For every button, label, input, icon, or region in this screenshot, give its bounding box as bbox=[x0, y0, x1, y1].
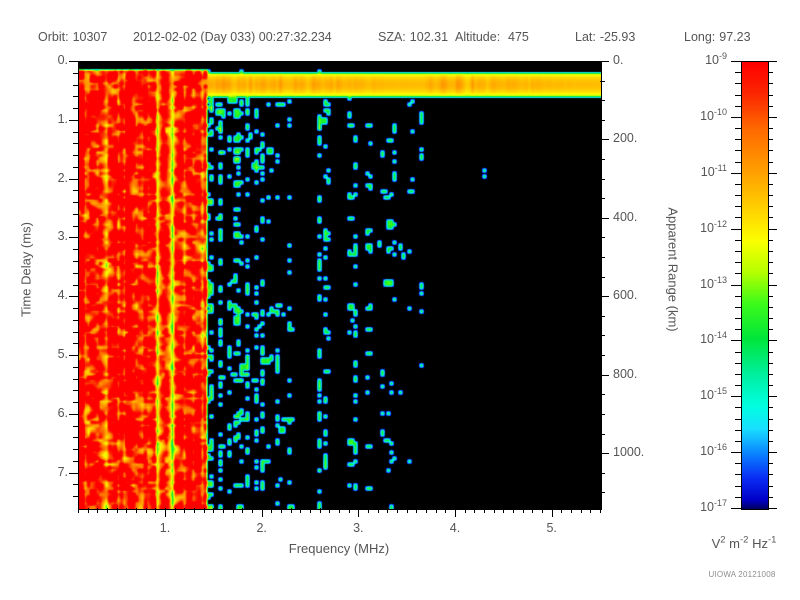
header-field-value-4: -25.93 bbox=[599, 30, 636, 44]
colorbar-tick-label-6: 10-15 bbox=[700, 385, 727, 402]
y-right-tick-label-2: 400. bbox=[613, 209, 638, 224]
header-field-label-4: Lat: bbox=[575, 30, 596, 44]
colorbar-tick-label-2: 10-11 bbox=[700, 162, 727, 179]
y-tick-label-2: 2. bbox=[57, 170, 68, 185]
y-axis-title-right: Apparent Range (km) bbox=[665, 207, 681, 332]
header-field-2: SZA: 102.31 bbox=[378, 30, 448, 44]
y-tick-label-5: 5. bbox=[57, 347, 68, 362]
header-field-label-2: SZA: bbox=[378, 30, 406, 44]
header-field-1: 2012-02-02 (Day 033) 00:27:32.234 bbox=[133, 30, 332, 44]
header-field-4: Lat: -25.93 bbox=[575, 30, 635, 44]
x-tick-label-4: 5. bbox=[546, 521, 557, 535]
header-field-value-3: 475 bbox=[508, 30, 529, 44]
colorbar-gradient bbox=[742, 62, 768, 509]
header-field-0: Orbit: 10307 bbox=[38, 30, 107, 44]
header-field-label-3: Altitude: bbox=[455, 30, 501, 44]
header-info-bar: Orbit: 10307 2012-02-02 (Day 033) 00:27:32… bbox=[0, 30, 800, 48]
y-right-tick-label-0: 0. bbox=[613, 53, 624, 67]
y-right-tick-label-5: 1000. bbox=[613, 445, 645, 460]
y-tick-label-0: 0. bbox=[57, 53, 68, 67]
y-right-tick-label-3: 600. bbox=[613, 288, 638, 303]
y-right-tick-label-4: 800. bbox=[613, 366, 638, 381]
ionogram-heatmap bbox=[79, 62, 601, 509]
colorbar-tick-label-3: 10-12 bbox=[700, 218, 727, 235]
colorbar-unit-label: V2 m-2 Hz-1 bbox=[711, 534, 777, 551]
colorbar-tick-label-5: 10-14 bbox=[700, 329, 727, 346]
x-axis-title: Frequency (MHz) bbox=[288, 541, 390, 556]
header-field-3: Altitude: 475 bbox=[455, 30, 529, 44]
y-tick-label-1: 1. bbox=[57, 111, 68, 126]
header-field-value-2: 102.31 bbox=[409, 30, 449, 44]
colorbar-tick-label-1: 10-10 bbox=[700, 106, 727, 123]
y-tick-label-4: 4. bbox=[57, 288, 68, 303]
y-tick-label-6: 6. bbox=[57, 405, 68, 420]
colorbar-tick-label-7: 10-16 bbox=[700, 441, 727, 458]
credit-text: UIOWA 20121008 bbox=[708, 570, 776, 579]
colorbar-tick-label-4: 10-13 bbox=[700, 274, 727, 291]
header-field-value-0: 10307 bbox=[72, 30, 108, 44]
x-tick-label-3: 4. bbox=[449, 521, 461, 535]
colorbar bbox=[741, 61, 769, 510]
x-tick-label-2: 3. bbox=[353, 521, 364, 535]
header-field-label-5: Long: bbox=[684, 30, 716, 44]
header-field-label-0: Orbit: bbox=[38, 30, 69, 44]
header-field-value-1: 2012-02-02 (Day 033) 00:27:32.234 bbox=[133, 30, 332, 44]
y-right-tick-label-1: 200. bbox=[613, 131, 638, 146]
x-tick-label-1: 2. bbox=[256, 521, 267, 535]
y-axis-title-left: Time Delay (ms) bbox=[18, 222, 34, 317]
x-tick-label-0: 1. bbox=[159, 521, 171, 535]
header-field-value-5: 97.23 bbox=[719, 30, 751, 44]
ionogram-plot-area bbox=[78, 61, 602, 510]
y-tick-label-3: 3. bbox=[57, 229, 68, 244]
colorbar-tick-label-8: 10-17 bbox=[700, 497, 727, 514]
header-field-5: Long: 97.23 bbox=[684, 30, 751, 44]
y-tick-label-7: 7. bbox=[57, 464, 68, 479]
colorbar-tick-label-0: 10-9 bbox=[705, 50, 727, 67]
